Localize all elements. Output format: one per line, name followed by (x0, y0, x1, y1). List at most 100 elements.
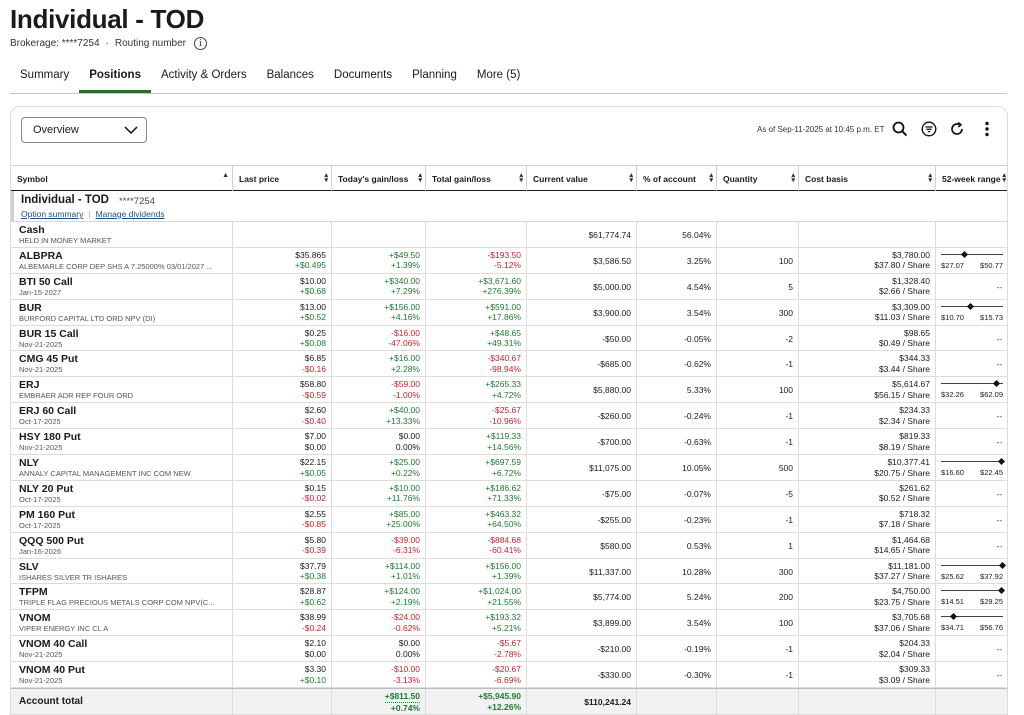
col-total-gain[interactable]: Total gain/loss ▴ ▾ (426, 166, 527, 191)
percent-of-account: -0.23% (637, 506, 717, 532)
symbol-ticker[interactable]: QQQ 500 Put (19, 534, 84, 547)
info-icon[interactable]: i (194, 37, 208, 50)
table-row[interactable]: VNOM 40 Put Nov-21-2025 $3.30 +$0.10 -$10.00… (11, 662, 1007, 689)
symbol-cell: BUR 15 Call Nov-21-2025 (11, 325, 233, 351)
table-row[interactable]: ERJ 60 Call Oct-17-2025 $2.60 -$0.40 +$40.00… (11, 403, 1007, 430)
range-high: $62.09 (980, 390, 1003, 400)
table-row[interactable]: ERJ EMBRAER ADR REP FOUR ORD $58.80 -$0.59-… (11, 377, 1007, 404)
symbol-ticker[interactable]: TFPM (19, 586, 48, 599)
total-gain-cell: +$591.00 +17.86% (426, 299, 527, 325)
link-divider: | (88, 209, 91, 219)
symbol-ticker[interactable]: VNOM 40 Put (19, 664, 85, 677)
symbol-ticker[interactable]: ERJ 60 Call (19, 405, 77, 418)
total-gain-cell: -$5.67 -2.78% (426, 636, 527, 662)
col-todays-gain[interactable]: Today's gain/loss ▴ ▾ (332, 166, 426, 191)
search-icon[interactable] (890, 119, 910, 139)
cost-basis-cell: $718.32 $7.18 / Share (799, 506, 936, 532)
range-cell: $16.60 $22.45 (936, 455, 1007, 480)
symbol-ticker[interactable]: NLY 20 Put (19, 482, 74, 495)
todays-gain-pct: +0.22% (390, 467, 420, 478)
symbol-ticker[interactable]: VNOM 40 Call (19, 638, 88, 651)
tab-planning[interactable]: Planning (412, 69, 457, 81)
table-row[interactable]: VNOM VIPER ENERGY INC CL A $38.99 -$0.24 -$2… (11, 610, 1007, 637)
total-gain-pct: -98.94% (489, 363, 521, 374)
col-last-price[interactable]: Last price ▴ ▾ (233, 166, 332, 191)
range-cell: -- (936, 326, 1007, 351)
more-options-icon[interactable] (977, 119, 997, 139)
option-summary-link[interactable]: Option summary (21, 209, 84, 219)
filter-icon[interactable] (919, 119, 939, 139)
symbol-description: VIPER ENERGY INC CL A (19, 624, 109, 634)
cost-basis-cell: $3,309.00 $11.03 / Share (799, 299, 936, 325)
col-52-week-range[interactable]: 52-week range ▴ ▾ (936, 166, 1007, 191)
total-gain-pct: -2.78% (494, 648, 521, 659)
symbol-ticker[interactable]: BUR 15 Call (19, 327, 79, 340)
tab-activity-orders[interactable]: Activity & Orders (160, 69, 247, 81)
sort-icon: ▴ ▾ (1002, 172, 1006, 184)
table-row[interactable]: QQQ 500 Put Jan-16-2026 $5.80 -$0.39 -$39.00… (11, 532, 1007, 559)
symbol-ticker[interactable]: PM 160 Put (19, 508, 76, 521)
tab-summary[interactable]: Summary (20, 69, 70, 81)
symbol-ticker[interactable]: ERJ (19, 379, 40, 392)
symbol-ticker[interactable]: CMG 45 Put (19, 353, 78, 366)
range-empty: -- (996, 412, 1002, 422)
col-symbol[interactable]: Symbol ▲ (11, 166, 233, 191)
col-pct-account[interactable]: % of account ▴ ▾ (637, 166, 717, 191)
total-gain-cell: -$884.68 -60.41% (426, 532, 527, 558)
percent-of-account: 10.28% (637, 558, 717, 584)
cost-basis-cell: $4,750.00 $23.75 / Share (799, 584, 936, 610)
total-today-amount[interactable]: +$811.50 (384, 691, 420, 703)
total-gain-pct: +71.33% (487, 493, 521, 504)
total-label-cell: Account total (11, 689, 233, 714)
cash-row[interactable]: Cash HELD IN MONEY MARKET $61,774.74 56.… (11, 222, 1007, 248)
percent-of-account: 5.24% (637, 584, 717, 610)
symbol-ticker[interactable]: BUR (19, 301, 42, 314)
table-row[interactable]: CMG 45 Put Nov-21-2025 $6.85 -$0.16 +$16.00 +… (11, 351, 1007, 378)
sort-icon: ▴ ▾ (519, 172, 523, 184)
refresh-icon[interactable] (947, 119, 967, 139)
group-number: ****7254 (119, 196, 155, 207)
symbol-ticker[interactable]: NLY (19, 457, 40, 470)
table-row[interactable]: BTI 50 Call Jan-15-2027 $10.00 +$0.68 +$340.… (11, 273, 1007, 300)
percent-of-account: -0.63% (637, 429, 717, 455)
table-row[interactable]: ALBPRA ALBEMARLE CORP DEP SHS A 7.25000% … (11, 247, 1007, 274)
todays-gain-amount: -$16.00 (391, 327, 420, 338)
last-price-cell: $6.85 -$0.16 (233, 351, 332, 377)
total-gain-pct: +5.21% (491, 622, 521, 633)
col-quantity[interactable]: Quantity ▴ ▾ (717, 166, 799, 191)
symbol-ticker[interactable]: BTI 50 Call (19, 275, 73, 288)
tab-balances[interactable]: Balances (266, 69, 314, 81)
todays-gain-cell: +$25.00 +0.22% (332, 455, 426, 480)
table-row[interactable]: BUR 15 Call Nov-21-2025 $0.25 +$0.08 -$16.00… (11, 325, 1007, 352)
total-gain-pct: +64.50% (487, 519, 521, 530)
symbol-ticker[interactable]: VNOM (19, 612, 51, 625)
tab-positions[interactable]: Positions (79, 60, 151, 93)
table-row[interactable]: SLV ISHARES SILVER TR ISHARES $37.79 +$0.38… (11, 558, 1007, 585)
table-row[interactable]: VNOM 40 Call Nov-21-2025 $2.10 $0.00 $0.00 0.… (11, 636, 1007, 663)
symbol-ticker[interactable]: HSY 180 Put (19, 431, 81, 444)
table-row[interactable]: NLY ANNALY CAPITAL MANAGEMENT INC COM NEW… (11, 455, 1007, 481)
cost-basis-cell: $98.65 $0.49 / Share (799, 325, 936, 351)
todays-gain-amount: +$25.00 (389, 457, 420, 468)
tab-documents[interactable]: Documents (333, 69, 393, 81)
total-label: Account total (19, 696, 83, 708)
symbol-ticker[interactable]: SLV (19, 560, 39, 573)
table-row[interactable]: TFPM TRIPLE FLAG PRECIOUS METALS CORP COM… (11, 584, 1007, 611)
table-row[interactable]: PM 160 Put Oct-17-2025 $2.55 -$0.85 +$85.00 +… (11, 506, 1007, 533)
tab-more[interactable]: More (5) (476, 69, 521, 81)
symbol-ticker[interactable]: ALBPRA (19, 249, 63, 262)
current-value: -$700.00 (527, 429, 637, 455)
quantity: -1 (717, 636, 799, 662)
view-select[interactable]: Overview (21, 117, 147, 143)
col-cost-basis[interactable]: Cost basis ▴ ▾ (799, 166, 936, 191)
range-high: $22.45 (980, 468, 1003, 478)
symbol-cell: NLY 20 Put Oct-17-2025 (11, 480, 233, 506)
col-current-value[interactable]: Current value ▴ ▾ (527, 166, 637, 191)
range-cell: $10.70 $15.73 (936, 300, 1007, 325)
current-value: -$50.00 (527, 325, 637, 351)
quantity: -1 (717, 403, 799, 429)
table-row[interactable]: NLY 20 Put Oct-17-2025 $0.15 -$0.02 +$10.00 +… (11, 480, 1007, 507)
manage-dividends-link[interactable]: Manage dividends (95, 209, 165, 219)
table-row[interactable]: HSY 180 Put Nov-21-2025 $7.00 $0.00 $0.00 0.0… (11, 429, 1007, 456)
table-row[interactable]: BUR BURFORD CAPITAL LTD ORD NPV (DI) $13.0… (11, 299, 1007, 326)
